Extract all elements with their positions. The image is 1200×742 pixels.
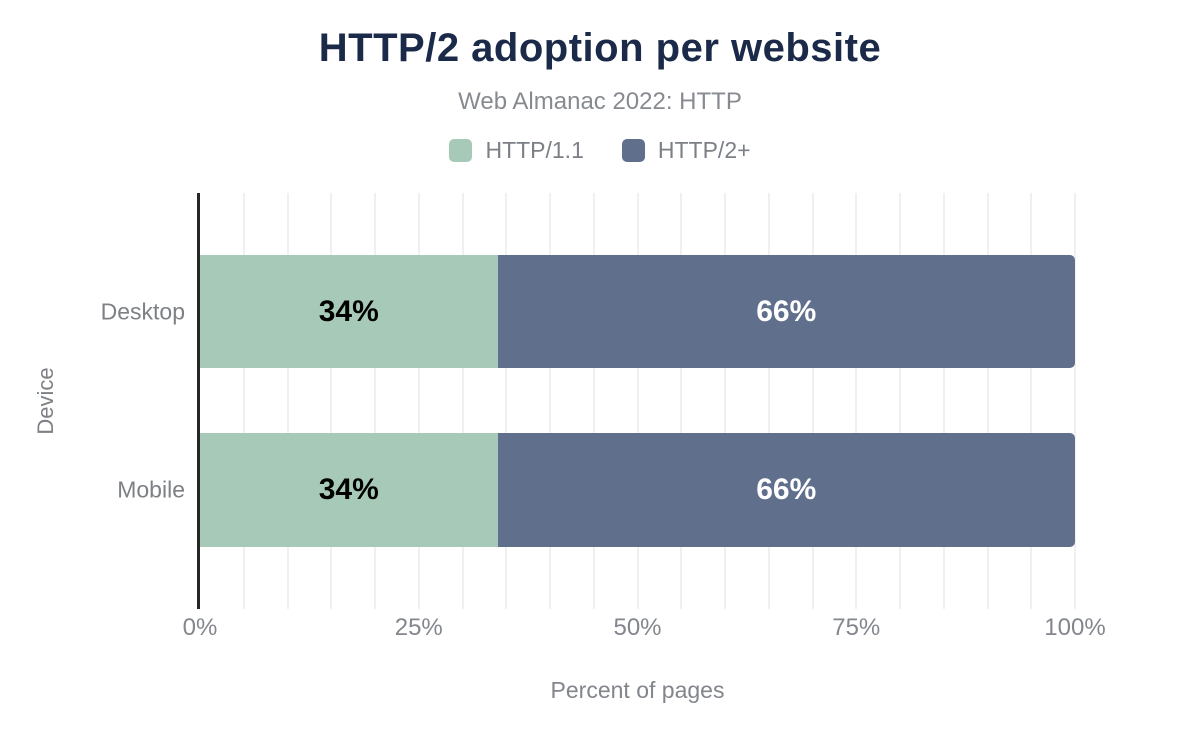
- plot-area: 34% 66% 34% 66%: [197, 193, 1076, 609]
- chart-title: HTTP/2 adoption per website: [318, 26, 882, 70]
- bar-segment-http-2-: 66%: [497, 255, 1075, 368]
- bar-track-desktop: 34% 66%: [200, 255, 1075, 368]
- x-axis-title: Percent of pages: [550, 677, 725, 703]
- bar-value-label: 66%: [756, 294, 817, 328]
- legend-item-http-1-1: HTTP/1.1: [449, 137, 584, 164]
- legend-label: HTTP/2+: [657, 137, 751, 163]
- category-label-desktop: Desktop: [100, 298, 185, 324]
- gridline: [942, 193, 945, 609]
- legend-item-http-2-: HTTP/2+: [621, 137, 751, 164]
- bar-value-label: 66%: [756, 473, 817, 506]
- gridline: [286, 193, 289, 609]
- chart-subtitle: Web Almanac 2022: HTTP: [458, 88, 742, 115]
- legend-swatch-icon: [621, 139, 645, 162]
- x-tick-label: 0%: [182, 614, 218, 641]
- legend: HTTP/1.1 HTTP/2+: [0, 137, 1200, 164]
- gridline: [1030, 193, 1033, 609]
- gridline: [417, 193, 420, 609]
- bar-segment-http-2-: 66%: [497, 433, 1075, 547]
- gridline: [636, 193, 639, 609]
- x-tick-label: 75%: [832, 614, 881, 641]
- gridline: [592, 193, 595, 609]
- x-axis-ticks: 0% 25% 50% 75% 100%: [183, 614, 1106, 644]
- x-tick-label: 50%: [613, 614, 662, 641]
- x-tick-label: 100%: [1044, 614, 1106, 641]
- bar-segment-http-1-1: 34%: [200, 255, 498, 368]
- legend-swatch-icon: [449, 139, 473, 162]
- gridline: [1074, 193, 1076, 609]
- gridline: [724, 193, 726, 609]
- bar-value-label: 34%: [318, 473, 379, 506]
- gridline: [242, 193, 245, 609]
- bar-track-mobile: 34% 66%: [200, 433, 1075, 547]
- gridline: [680, 193, 683, 609]
- category-label-mobile: Mobile: [117, 476, 185, 503]
- gridline: [461, 193, 464, 609]
- gridline: [811, 193, 814, 609]
- gridline: [986, 193, 989, 609]
- x-tick-label: 25%: [394, 614, 443, 641]
- bar-value-label: 34%: [318, 294, 379, 328]
- gridline: [505, 193, 508, 609]
- y-axis-title: Device: [33, 367, 58, 435]
- bar-segment-http-1-1: 34%: [200, 433, 498, 547]
- gridline: [855, 193, 858, 609]
- gridline: [374, 193, 376, 609]
- gridline: [899, 193, 901, 609]
- legend-label: HTTP/1.1: [485, 137, 584, 163]
- gridline: [767, 193, 770, 609]
- gridline: [330, 193, 333, 609]
- gridline: [549, 193, 551, 609]
